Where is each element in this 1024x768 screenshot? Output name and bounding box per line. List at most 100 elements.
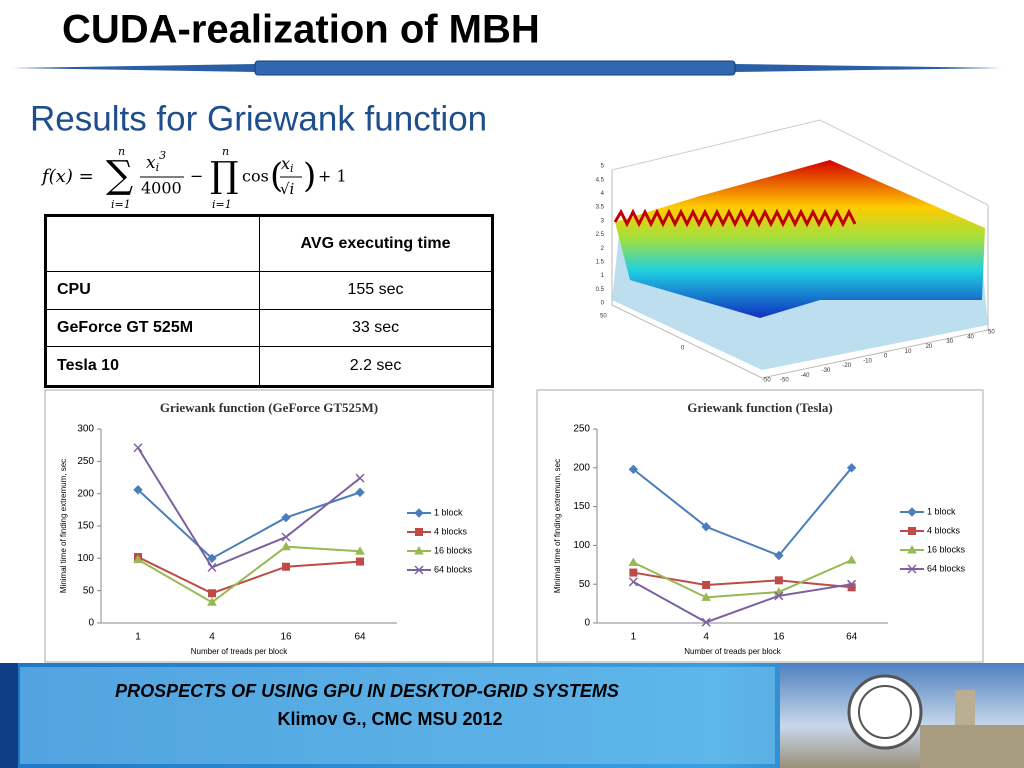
marker bbox=[415, 528, 423, 536]
legend-marker bbox=[414, 508, 424, 518]
marker bbox=[774, 576, 783, 585]
x-tick-label: 16 bbox=[280, 632, 292, 643]
y-tick-label: 0 bbox=[584, 618, 590, 629]
x-tick-label: 64 bbox=[846, 632, 858, 643]
paren: ) bbox=[303, 156, 316, 196]
legend-label: 4 blocks bbox=[434, 526, 468, 536]
table-cell: 33 sec bbox=[259, 308, 493, 348]
series-line bbox=[632, 467, 853, 557]
marker bbox=[355, 487, 365, 498]
marker bbox=[414, 508, 424, 518]
y-tick-label: 200 bbox=[77, 488, 94, 499]
series-line bbox=[137, 556, 361, 595]
table-cell: CPU bbox=[44, 271, 261, 310]
y-tick-label: 300 bbox=[77, 424, 94, 435]
x-axis-label: Number of treads per block bbox=[191, 647, 288, 656]
header-bar bbox=[254, 60, 736, 76]
series-line bbox=[632, 580, 852, 624]
formula-prod: ∏ bbox=[210, 155, 239, 196]
marker bbox=[628, 557, 639, 566]
formula-exp: 3 bbox=[159, 149, 166, 162]
marker bbox=[281, 532, 291, 542]
surface-peaks bbox=[613, 208, 857, 228]
footer-line: PROSPECTS OF USING GPU IN DESKTOP-GRID S… bbox=[115, 681, 619, 701]
marker bbox=[207, 597, 217, 606]
marker bbox=[281, 512, 291, 523]
formula-lower: i=1 bbox=[111, 198, 131, 211]
header-bar bbox=[735, 64, 1002, 72]
z-tick-label: 2.5 bbox=[596, 232, 605, 238]
marker bbox=[907, 507, 917, 517]
legend-marker bbox=[907, 507, 917, 517]
table-cell: Tesla 10 bbox=[44, 346, 261, 387]
marker bbox=[846, 555, 857, 564]
marker bbox=[629, 568, 638, 577]
marker bbox=[356, 557, 364, 566]
series-line bbox=[137, 489, 361, 560]
marker bbox=[133, 485, 143, 495]
formula-minus: − bbox=[190, 167, 203, 186]
x-tick-label: -20 bbox=[842, 363, 851, 369]
series-line bbox=[137, 447, 361, 569]
y-axis-label: Minimal time of finding extremum, sec bbox=[59, 459, 68, 593]
x-tick-label: 64 bbox=[354, 632, 366, 643]
marker bbox=[846, 463, 857, 473]
marker bbox=[847, 579, 857, 589]
legend-marker bbox=[414, 545, 424, 555]
y-tick-label: 100 bbox=[77, 553, 94, 564]
legend-label: 4 blocks bbox=[927, 525, 961, 535]
marker bbox=[628, 464, 639, 475]
paren: ( bbox=[270, 156, 283, 196]
marker bbox=[207, 562, 217, 572]
x-tick-label: 0 bbox=[884, 354, 888, 360]
x-tick-label: 50 bbox=[988, 330, 995, 336]
header-bar bbox=[12, 64, 255, 72]
series bbox=[628, 555, 857, 601]
marker bbox=[701, 617, 711, 627]
x-tick-label: -50 bbox=[780, 378, 789, 384]
x-tick-label: -40 bbox=[801, 373, 810, 379]
z-tick-label: 0 bbox=[601, 301, 605, 307]
y-tick-label: 50 bbox=[83, 585, 95, 596]
y-tick-label: 100 bbox=[573, 540, 590, 551]
table-corner bbox=[44, 215, 261, 272]
formula-x: x bbox=[281, 154, 290, 173]
series-line bbox=[137, 545, 361, 604]
legend-marker bbox=[415, 528, 423, 536]
formula-sum: ∑ bbox=[106, 153, 133, 197]
y-tick-label: 50 bbox=[579, 579, 591, 590]
subtitle: Results for Griewank function bbox=[30, 99, 487, 138]
legend-label: 1 block bbox=[927, 506, 956, 516]
legend-label: 64 blocks bbox=[927, 563, 966, 573]
marker bbox=[355, 473, 365, 483]
formula: f(x) = ∑ n i=1 xi3 4000 − ∏ n i=1 cos ( … bbox=[40, 145, 347, 211]
z-tick-label: 3 bbox=[601, 218, 605, 224]
series bbox=[133, 485, 365, 564]
x-tick-label: 1 bbox=[631, 632, 637, 643]
x-tick-label: 10 bbox=[905, 349, 912, 355]
legend-marker bbox=[414, 565, 424, 575]
formula-upper: n bbox=[222, 145, 229, 158]
footer-line: Klimov G., CMC MSU 2012 bbox=[277, 709, 502, 729]
formula-plus: + 1 bbox=[318, 167, 347, 186]
z-tick-label: 5 bbox=[601, 164, 605, 170]
formula-den: 4000 bbox=[141, 179, 182, 198]
legend-marker bbox=[907, 544, 917, 554]
z-tick-label: 1 bbox=[601, 273, 605, 279]
surface-box bbox=[611, 119, 989, 206]
x-tick-label: -10 bbox=[863, 358, 872, 364]
z-tick-label: 4.5 bbox=[596, 177, 605, 183]
table-cell: GeForce GT 525M bbox=[44, 308, 261, 348]
x-tick-label: 30 bbox=[946, 339, 953, 345]
legend-label: 64 blocks bbox=[434, 564, 473, 574]
x-tick-label: 4 bbox=[209, 632, 215, 643]
formula-sub: i bbox=[290, 162, 294, 175]
z-tick-label: 2 bbox=[601, 246, 605, 252]
x-tick-label: 4 bbox=[703, 632, 709, 643]
x-axis-label: Number of treads per block bbox=[684, 647, 781, 656]
building bbox=[920, 725, 1024, 768]
marker bbox=[907, 544, 917, 554]
x-tick-label: 40 bbox=[967, 334, 974, 340]
y-tick-label: 250 bbox=[573, 424, 590, 435]
marker bbox=[281, 541, 291, 551]
